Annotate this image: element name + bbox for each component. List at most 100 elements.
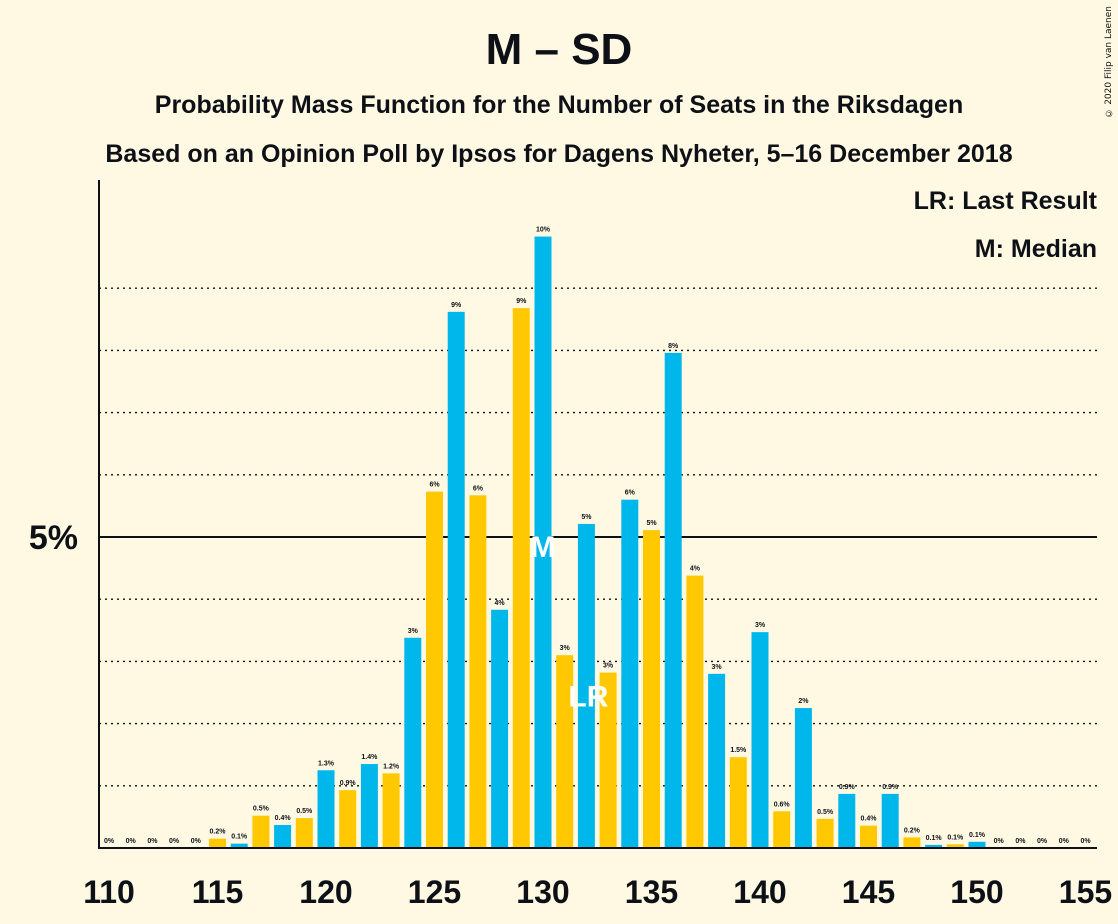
bar-seat-131 <box>556 655 574 848</box>
bar-label-seat-125: 6% <box>429 482 440 489</box>
bar-label-seat-124: 3% <box>408 628 419 635</box>
bar-seat-124 <box>404 637 422 848</box>
bar-label-seat-114: 0% <box>191 838 202 845</box>
bar-seat-138 <box>708 673 726 848</box>
bar-label-seat-137: 4% <box>690 566 701 573</box>
x-tick-label: 150 <box>950 874 1003 910</box>
x-tick-label: 125 <box>408 874 461 910</box>
x-tick-label: 145 <box>842 874 895 910</box>
credit-text: © 2020 Filip van Laenen <box>1104 6 1114 118</box>
legend-last-result: LR: Last Result <box>914 187 1098 215</box>
bar-label-seat-135: 5% <box>646 520 657 527</box>
bar-label-seat-153: 0% <box>1037 838 1048 845</box>
bar-label-seat-113: 0% <box>169 838 180 845</box>
bar-label-seat-131: 3% <box>560 645 571 652</box>
bar-seat-147 <box>903 837 921 848</box>
bar-seat-137 <box>686 575 704 848</box>
y-tick-label: 5% <box>29 519 78 557</box>
bar-seat-116 <box>230 843 248 848</box>
bar-seat-139 <box>729 757 747 848</box>
bar-seat-140 <box>751 632 769 848</box>
bar-label-seat-145: 0.4% <box>861 816 878 823</box>
bar-label-seat-132: 5% <box>581 514 592 521</box>
bar-label-seat-123: 1.2% <box>383 763 400 770</box>
grid-lines <box>99 287 1097 787</box>
bar-seat-150 <box>968 841 986 848</box>
bar-seat-149 <box>946 844 964 848</box>
bar-label-seat-130: 10% <box>536 227 551 234</box>
bar-seat-122 <box>360 764 378 848</box>
bar-label-seat-155: 0% <box>1080 838 1091 845</box>
bar-seat-133 <box>599 672 617 848</box>
bar-seat-127 <box>469 495 487 848</box>
chart-subtitle: Probability Mass Function for the Number… <box>155 91 963 119</box>
bar-seat-120 <box>317 770 335 848</box>
bar-seat-136 <box>664 352 682 848</box>
bar-seat-123 <box>382 773 400 848</box>
bar-seat-132 <box>577 523 595 848</box>
bar-seat-115 <box>209 838 226 848</box>
x-tick-label: 135 <box>625 874 678 910</box>
bar-label-seat-139: 1.5% <box>730 747 747 754</box>
chart-subtitle-2: Based on an Opinion Poll by Ipsos for Da… <box>105 140 1012 168</box>
bar-label-seat-134: 6% <box>625 490 636 497</box>
bar-label-seat-119: 0.5% <box>296 808 313 815</box>
x-tick-label: 130 <box>516 874 569 910</box>
x-tick-label: 110 <box>83 874 135 910</box>
bar-seat-117 <box>252 815 270 848</box>
bar-label-seat-128: 4% <box>495 600 506 607</box>
bar-label-seat-120: 1.3% <box>318 760 335 767</box>
bar-seat-143 <box>816 818 834 848</box>
bar-label-seat-136: 8% <box>668 343 679 350</box>
bar-seat-126 <box>447 311 465 848</box>
bar-seat-125 <box>426 491 443 848</box>
x-tick-label: 155 <box>1059 874 1112 910</box>
bar-label-seat-152: 0% <box>1015 838 1026 845</box>
bar-label-seat-144: 0.9% <box>839 784 856 791</box>
bar-label-seat-141: 0.6% <box>774 801 791 808</box>
bar-seat-142 <box>794 708 812 848</box>
bar-label-seat-154: 0% <box>1059 838 1070 845</box>
bar-label-seat-142: 2% <box>798 698 809 705</box>
bar-label-seat-149: 0.1% <box>947 834 964 841</box>
bar-label-seat-117: 0.5% <box>253 806 270 813</box>
bar-label-seat-146: 0.9% <box>882 784 899 791</box>
bar-seat-119 <box>295 818 313 848</box>
bar-label-seat-150: 0.1% <box>969 832 986 839</box>
bar-label-seat-138: 3% <box>712 664 723 671</box>
bar-label-seat-115: 0.2% <box>210 829 227 836</box>
x-tick-label: 115 <box>192 874 244 910</box>
bar-seat-129 <box>512 308 530 848</box>
bar-seat-141 <box>773 811 791 848</box>
bar-label-seat-121: 0.9% <box>340 780 357 787</box>
bar-label-seat-148: 0.1% <box>926 835 943 842</box>
bar-label-seat-151: 0% <box>994 838 1005 845</box>
bar-seat-135 <box>643 530 660 848</box>
bar-label-seat-110: 0% <box>104 838 115 845</box>
bar-label-seat-112: 0% <box>147 838 158 845</box>
bar-label-seat-126: 9% <box>451 302 462 309</box>
bar-label-seat-133: 3% <box>603 663 614 670</box>
x-tick-label: 120 <box>299 874 352 910</box>
marker-group: M LR <box>531 531 609 714</box>
bar-label-seat-127: 6% <box>473 485 484 492</box>
bar-label-seat-147: 0.2% <box>904 827 921 834</box>
bar-label-seat-118: 0.4% <box>275 815 292 822</box>
bar-seat-148 <box>925 844 943 848</box>
bar-label-seat-140: 3% <box>755 622 766 629</box>
bar-seat-128 <box>491 609 509 848</box>
median-marker: M <box>531 531 556 564</box>
chart-title: M – SD <box>486 25 633 74</box>
bar-label-seat-143: 0.5% <box>817 809 834 816</box>
bar-label-seat-116: 0.1% <box>231 834 248 841</box>
bar-label-seat-129: 9% <box>516 298 527 305</box>
bar-seat-146 <box>881 793 899 848</box>
x-tick-label: 140 <box>733 874 786 910</box>
bars-group: 0% 0% 0% 0% 0% 0.2% 0.1% 0.5% 0.4% 0.5% 1.3% 0.9% 1.… <box>104 227 1091 849</box>
bar-seat-145 <box>860 825 877 848</box>
bar-label-seat-122: 1.4% <box>361 754 378 761</box>
bar-label-seat-111: 0% <box>126 838 137 845</box>
bar-seat-144 <box>838 793 856 848</box>
last-result-marker: LR <box>568 681 608 714</box>
